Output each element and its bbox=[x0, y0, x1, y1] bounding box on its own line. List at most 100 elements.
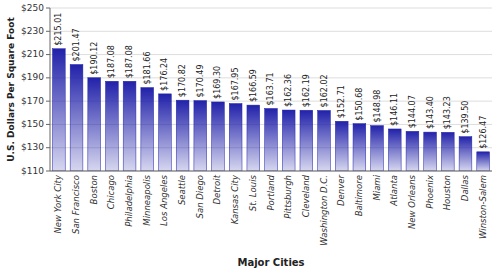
y-tick-label: $250 bbox=[21, 3, 44, 13]
grid-line bbox=[50, 31, 492, 32]
data-labels: $215.01$201.47$190.12$187.08$187.08$181.… bbox=[54, 13, 487, 149]
data-label: $146.11 bbox=[390, 93, 399, 126]
data-label: $169.30 bbox=[213, 66, 222, 99]
y-tick-label: $170 bbox=[21, 96, 44, 106]
y-tick-label: $190 bbox=[21, 72, 44, 82]
x-tick-label: San Francisco bbox=[71, 175, 81, 234]
data-label: $176.24 bbox=[160, 58, 169, 91]
x-tick-label: San Diego bbox=[195, 175, 205, 218]
grid-line bbox=[50, 171, 492, 172]
y-tick-label: $150 bbox=[21, 119, 44, 129]
y-tick bbox=[46, 8, 50, 9]
data-label: $163.71 bbox=[267, 72, 276, 105]
bars bbox=[52, 49, 489, 171]
x-tick-label: Detroit bbox=[212, 174, 222, 204]
data-label: $139.50 bbox=[461, 101, 470, 134]
x-tick-label: Washington D.C. bbox=[319, 175, 329, 246]
x-tick-label: Kansas City bbox=[230, 174, 240, 224]
x-axis-title: Major Cities bbox=[237, 257, 304, 268]
data-label: $143.23 bbox=[443, 96, 452, 129]
y-tick-label: $210 bbox=[21, 49, 44, 59]
bar bbox=[229, 104, 242, 171]
y-tick-label: $110 bbox=[21, 166, 44, 176]
y-tick bbox=[46, 77, 50, 78]
grid bbox=[50, 8, 492, 171]
x-axis: New York City San Francisco Boston Chicago P… bbox=[53, 174, 487, 246]
data-label: $143.40 bbox=[426, 96, 435, 129]
bar bbox=[406, 131, 419, 171]
x-tick-label: Cleveland bbox=[301, 174, 311, 217]
data-label: $170.82 bbox=[178, 64, 187, 97]
bar bbox=[52, 49, 65, 171]
chart-container: $110 $130 $150 $170 $190 $210 $230 $250 $215.01 $… bbox=[0, 0, 500, 271]
x-tick-label: New Orleans bbox=[407, 174, 417, 229]
bar bbox=[371, 126, 384, 171]
data-label: $170.49 bbox=[196, 64, 205, 97]
data-label: $187.08 bbox=[107, 45, 116, 78]
data-label: $144.07 bbox=[408, 95, 417, 128]
bar bbox=[194, 101, 207, 171]
x-axis-line bbox=[50, 171, 492, 172]
data-label: $148.98 bbox=[373, 90, 382, 123]
bar bbox=[282, 110, 295, 171]
data-label: $152.71 bbox=[337, 85, 346, 118]
x-tick-label: Minneapolis bbox=[142, 174, 152, 225]
x-tick-label: Baltimore bbox=[354, 175, 364, 216]
bar bbox=[88, 78, 101, 171]
x-tick-label: Houston bbox=[442, 175, 452, 210]
x-tick-label: Los Angeles bbox=[159, 174, 169, 225]
x-tick-label: Winston-Salem bbox=[478, 175, 488, 239]
data-label: $162.02 bbox=[320, 74, 329, 107]
chart-svg: $110 $130 $150 $170 $190 $210 $230 $250 $215.01 $… bbox=[0, 0, 500, 271]
data-label: $181.66 bbox=[143, 51, 152, 84]
bar bbox=[123, 81, 136, 171]
x-tick-label: St. Louis bbox=[248, 174, 258, 211]
y-tick-label: $230 bbox=[21, 26, 44, 36]
x-tick-label: Philadelphia bbox=[124, 175, 134, 227]
bar bbox=[300, 110, 313, 171]
x-tick-label: Miami bbox=[372, 174, 382, 200]
bar bbox=[318, 110, 331, 171]
bar bbox=[335, 121, 348, 171]
bar bbox=[459, 137, 472, 171]
data-label: $150.68 bbox=[355, 88, 364, 121]
y-tick bbox=[46, 171, 50, 172]
bar bbox=[212, 102, 225, 171]
y-axis-title: U.S. Dollars Per Square Foot bbox=[6, 17, 16, 162]
data-label: $162.36 bbox=[284, 74, 293, 107]
bar bbox=[159, 94, 172, 171]
data-label: $166.59 bbox=[249, 69, 258, 102]
data-label: $187.08 bbox=[125, 45, 134, 78]
data-label: $162.19 bbox=[302, 74, 311, 107]
x-tick-label: Pittsburgh bbox=[283, 175, 293, 219]
y-tick bbox=[46, 147, 50, 148]
y-tick bbox=[46, 101, 50, 102]
x-tick-label: Dallas bbox=[460, 174, 470, 201]
x-tick-label: Portland bbox=[266, 174, 276, 210]
bar bbox=[441, 132, 454, 171]
data-label: $215.01 bbox=[54, 13, 63, 46]
y-axis: $110 $130 $150 $170 $190 $210 $230 $250 bbox=[21, 3, 50, 176]
bar bbox=[106, 81, 119, 171]
bar bbox=[70, 65, 83, 171]
bar bbox=[424, 132, 437, 171]
grid-line bbox=[50, 8, 492, 9]
bar bbox=[176, 100, 189, 171]
x-tick-label: Atlanta bbox=[389, 175, 399, 207]
bar bbox=[388, 129, 401, 171]
bar bbox=[353, 124, 366, 171]
bar bbox=[265, 108, 278, 171]
y-tick bbox=[46, 54, 50, 55]
x-tick-label: Chicago bbox=[106, 175, 116, 209]
x-tick-label: New York City bbox=[53, 174, 63, 233]
y-tick bbox=[46, 31, 50, 32]
data-label: $126.47 bbox=[479, 116, 488, 149]
y-tick-label: $130 bbox=[21, 142, 44, 152]
x-tick-label: Boston bbox=[89, 175, 99, 204]
x-tick-label: Seattle bbox=[177, 175, 187, 205]
bar bbox=[247, 105, 260, 171]
y-tick bbox=[46, 124, 50, 125]
data-label: $190.12 bbox=[90, 42, 99, 75]
y-axis-line bbox=[50, 8, 51, 171]
x-tick-label: Denver bbox=[336, 175, 346, 206]
